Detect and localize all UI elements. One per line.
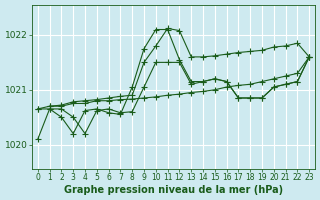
X-axis label: Graphe pression niveau de la mer (hPa): Graphe pression niveau de la mer (hPa) [64, 185, 283, 195]
